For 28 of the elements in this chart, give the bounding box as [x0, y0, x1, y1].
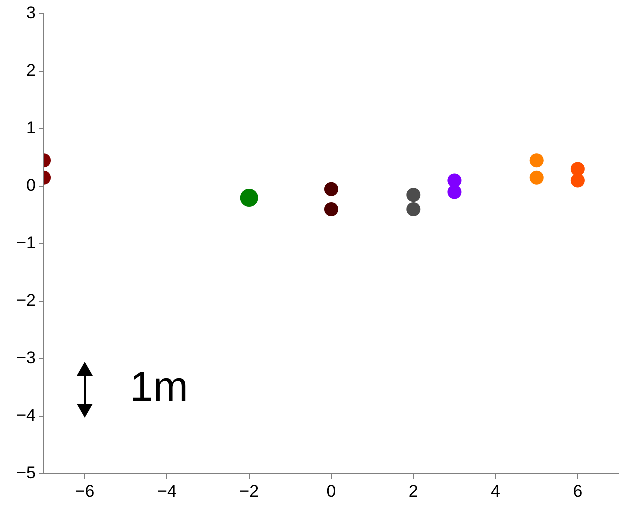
point: [406, 188, 421, 202]
y-tick-label: −1: [16, 234, 36, 253]
x-tick-label: 4: [491, 482, 501, 501]
annotation: 1m: [130, 363, 188, 410]
y-tick-label: 3: [26, 4, 36, 23]
y-tick-label: −5: [16, 464, 36, 483]
point: [570, 174, 585, 188]
point: [406, 202, 421, 216]
x-tick-label: 2: [408, 482, 418, 501]
x-tick-label: 6: [573, 482, 583, 501]
x-tick-label: −4: [158, 482, 177, 501]
x-tick-label: 0: [326, 482, 336, 501]
x-tick-label: −6: [75, 482, 95, 501]
y-tick-label: 2: [26, 61, 36, 80]
y-tick-label: −4: [16, 406, 36, 426]
point: [324, 182, 338, 196]
point: [240, 189, 258, 207]
y-tick-label: 1: [26, 118, 36, 138]
y-tick-label: −2: [16, 291, 36, 310]
x-tick-label: −2: [240, 482, 260, 501]
point: [570, 162, 585, 176]
y-tick-label: −3: [16, 348, 36, 368]
point: [448, 174, 462, 188]
point: [448, 185, 462, 200]
point: [324, 202, 338, 216]
y-tick-label: 0: [26, 176, 36, 196]
point: [530, 154, 544, 168]
point: [530, 170, 544, 185]
